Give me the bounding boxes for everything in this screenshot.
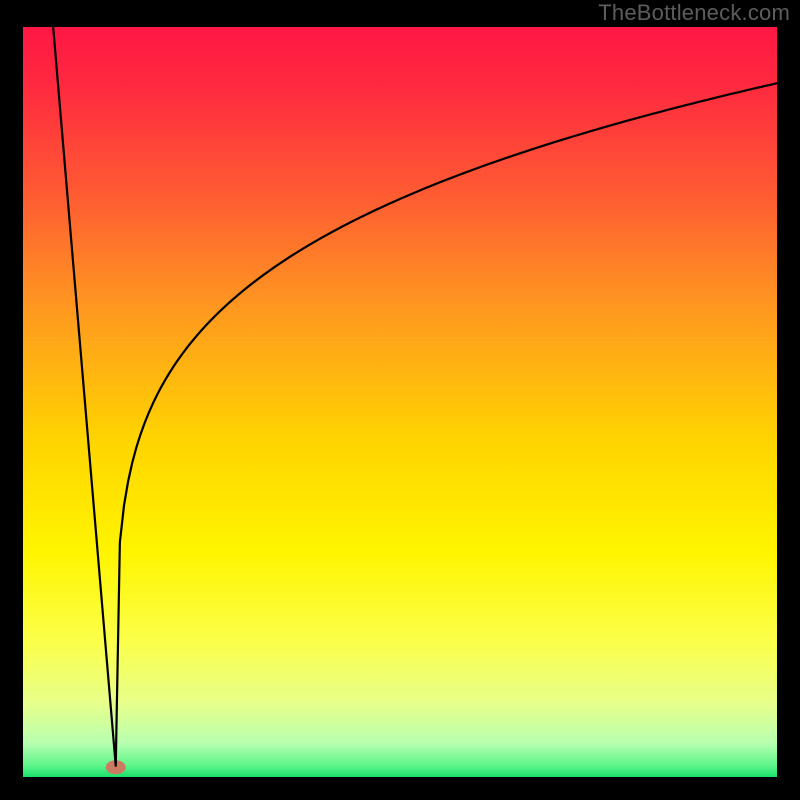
bottleneck-curve-chart [0,0,800,800]
watermark-text: TheBottleneck.com [598,0,790,26]
chart-frame: TheBottleneck.com [0,0,800,800]
gradient-background [23,27,777,777]
